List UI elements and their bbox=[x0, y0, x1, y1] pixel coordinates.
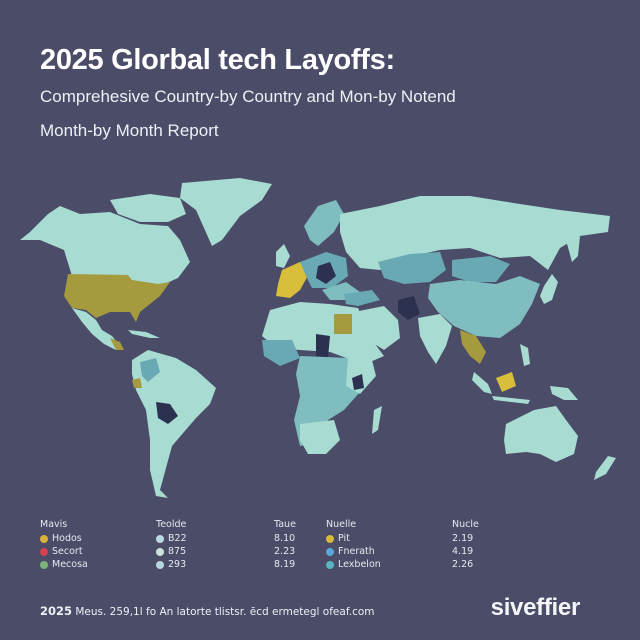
footer-source: 2025 Meus. 259,1l fo An latorte tlistsr.… bbox=[40, 604, 375, 618]
region-horn-africa bbox=[352, 374, 364, 390]
legend-swatch-icon bbox=[156, 547, 164, 556]
region-russia bbox=[340, 196, 610, 270]
legend-item: Mecosa bbox=[40, 558, 88, 571]
region-uk bbox=[276, 244, 290, 268]
region-philippines bbox=[520, 344, 530, 366]
region-sumatra bbox=[472, 372, 492, 394]
legend-value: 8.19 bbox=[274, 558, 296, 570]
region-new-zealand bbox=[594, 456, 616, 480]
legend-col-nuelle: Nuelle Pit Fnerath Lexbelon bbox=[326, 518, 381, 571]
legend-header: Mavis bbox=[40, 519, 68, 530]
region-arabia bbox=[354, 306, 400, 350]
footer-text: Meus. 259,1l fo An latorte tlistsr. ēcd … bbox=[75, 606, 375, 618]
legend-item: B22 bbox=[156, 532, 187, 545]
legend-header: Taue bbox=[274, 519, 296, 530]
legend-swatch-icon bbox=[40, 547, 48, 556]
region-ecuador bbox=[132, 378, 142, 388]
legend-value: 8.10 bbox=[274, 532, 296, 544]
region-western-europe[interactable] bbox=[276, 262, 310, 298]
region-java bbox=[492, 396, 530, 404]
legend-swatch-icon bbox=[326, 547, 334, 556]
region-japan bbox=[540, 274, 558, 304]
legend-item: Fnerath bbox=[326, 545, 381, 558]
region-south-america bbox=[132, 350, 216, 498]
subtitle-line-1: Comprehesive Country-by Country and Mon-… bbox=[40, 87, 456, 106]
brand-logo: siveffier bbox=[490, 594, 581, 621]
region-india bbox=[418, 314, 452, 364]
region-iran bbox=[398, 296, 420, 320]
region-eastern-europe-dark bbox=[316, 262, 336, 284]
legend-item: 293 bbox=[156, 558, 187, 571]
world-map bbox=[20, 178, 616, 498]
footer-year: 2025 bbox=[40, 604, 73, 618]
region-chad bbox=[316, 334, 330, 358]
region-egypt[interactable] bbox=[334, 314, 352, 334]
region-kazakhstan bbox=[378, 252, 446, 284]
region-caribbean bbox=[128, 330, 160, 338]
legend-item: Pit bbox=[326, 532, 381, 545]
legend-col-mavis: Mavis Hodos Secort Mecosa bbox=[40, 518, 88, 571]
region-usa-highlight[interactable] bbox=[64, 274, 170, 322]
legend-value: 4.19 bbox=[452, 545, 474, 557]
region-borneo[interactable] bbox=[496, 372, 516, 392]
legend-col-taue: Taue 8.10 2.23 8.19 bbox=[274, 518, 296, 571]
legend-swatch-icon bbox=[326, 560, 334, 569]
region-colombia bbox=[140, 358, 160, 382]
region-australia bbox=[504, 406, 578, 462]
legend-value: 2.26 bbox=[452, 558, 474, 570]
legend-header: Nuelle bbox=[326, 519, 357, 530]
region-arctic-islands bbox=[110, 194, 186, 222]
region-west-africa bbox=[262, 340, 300, 366]
legend-swatch-icon bbox=[156, 534, 164, 543]
legend-item: 875 bbox=[156, 545, 187, 558]
legend-col-nucle: Nucle 2.19 4.19 2.26 bbox=[452, 518, 479, 571]
region-madagascar bbox=[372, 406, 382, 434]
legend-swatch-icon bbox=[40, 534, 48, 543]
region-se-asia[interactable] bbox=[460, 330, 486, 364]
legend-value: 2.23 bbox=[274, 545, 296, 557]
legend-header: Nucle bbox=[452, 519, 479, 530]
region-kamchatka bbox=[566, 236, 580, 262]
region-south-africa bbox=[300, 420, 340, 454]
legend-item: Secort bbox=[40, 545, 88, 558]
region-turkey bbox=[344, 290, 380, 306]
legend-col-teolde: Teolde B22 875 293 bbox=[156, 518, 187, 571]
legend-item: Hodos bbox=[40, 532, 88, 545]
subtitle-line-2: Month-by Month Report bbox=[40, 121, 219, 140]
legend-item: Lexbelon bbox=[326, 558, 381, 571]
header: 2025 Glorbal tech Layoffs: Comprehesive … bbox=[40, 40, 456, 148]
legend-swatch-icon bbox=[326, 534, 334, 543]
legend-header: Teolde bbox=[156, 519, 187, 530]
legend-value: 2.19 bbox=[452, 532, 474, 544]
region-mongolia bbox=[452, 256, 510, 282]
region-canada bbox=[20, 206, 190, 286]
legend-swatch-icon bbox=[40, 560, 48, 569]
region-china bbox=[428, 276, 540, 338]
page-title: 2025 Glorbal tech Layoffs: bbox=[40, 44, 395, 76]
region-mexico bbox=[72, 308, 120, 350]
region-new-guinea bbox=[550, 386, 578, 400]
region-scandinavia bbox=[304, 200, 344, 246]
region-bolivia bbox=[156, 402, 178, 424]
region-greenland bbox=[180, 178, 272, 246]
region-central-america bbox=[110, 338, 124, 350]
legend-swatch-icon bbox=[156, 560, 164, 569]
